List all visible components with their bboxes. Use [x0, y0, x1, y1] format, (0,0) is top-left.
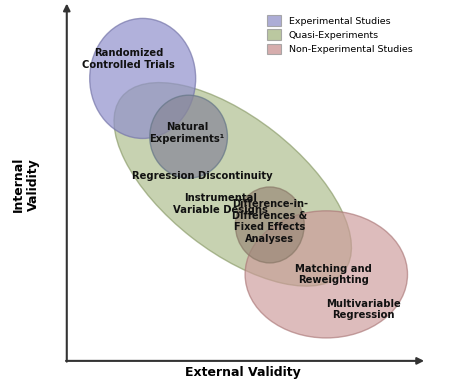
Text: Multivariable
Regression: Multivariable Regression	[326, 299, 401, 320]
Legend: Experimental Studies, Quasi-Experiments, Non-Experimental Studies: Experimental Studies, Quasi-Experiments,…	[264, 13, 415, 57]
Ellipse shape	[90, 18, 196, 139]
Text: Internal
Validity: Internal Validity	[12, 157, 40, 212]
X-axis label: External Validity: External Validity	[185, 367, 301, 380]
Text: Randomized
Controlled Trials: Randomized Controlled Trials	[82, 48, 175, 70]
Text: Matching and
Reweighting: Matching and Reweighting	[295, 264, 372, 285]
Text: Instrumental
Variable Designs: Instrumental Variable Designs	[173, 193, 268, 214]
Ellipse shape	[150, 95, 228, 178]
Text: Difference-in-
Differences &
Fixed Effects
Analyses: Difference-in- Differences & Fixed Effec…	[232, 199, 308, 244]
Ellipse shape	[236, 187, 304, 263]
Text: Regression Discontinuity: Regression Discontinuity	[132, 171, 273, 181]
Ellipse shape	[114, 83, 351, 286]
Text: Natural
Experiments¹: Natural Experiments¹	[149, 122, 225, 144]
Ellipse shape	[245, 211, 408, 338]
